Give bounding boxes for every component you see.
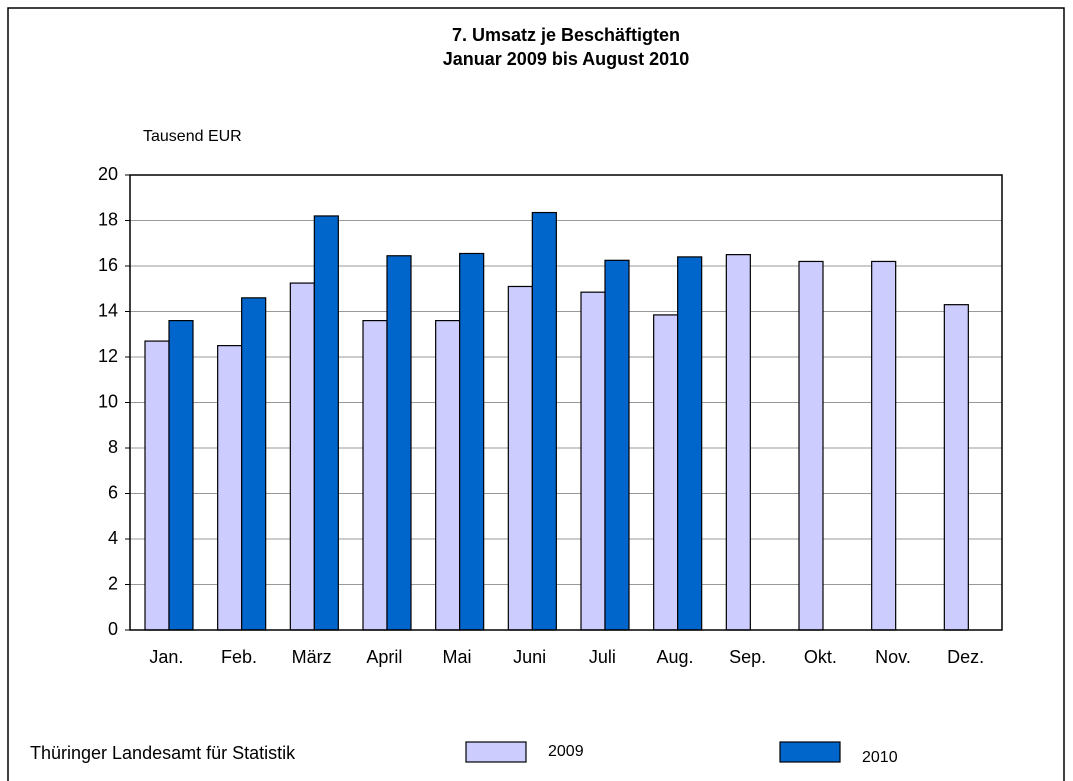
- bar: [580, 291, 606, 631]
- y-tick-label: 10: [98, 391, 118, 411]
- legend-label: 2010: [862, 749, 898, 766]
- y-tick-label: 18: [98, 209, 118, 229]
- x-tick-label: Feb.: [221, 647, 257, 667]
- legend-swatch: [465, 741, 527, 763]
- x-tick-label: Mai: [442, 647, 471, 667]
- y-tick-label: 14: [98, 300, 118, 320]
- bar: [241, 297, 267, 631]
- bar: [313, 215, 339, 631]
- bar: [604, 259, 630, 631]
- bar: [677, 256, 703, 631]
- bar: [507, 285, 533, 631]
- bar: [531, 211, 557, 631]
- plot-border: [129, 174, 1003, 631]
- y-tick-label: 6: [108, 482, 118, 502]
- legend-swatch: [779, 741, 841, 763]
- bar: [435, 320, 461, 631]
- bar: [871, 260, 897, 631]
- source: Thüringer Landesamt für Statistik: [30, 743, 296, 763]
- bar: [168, 320, 194, 631]
- bar: [362, 320, 388, 631]
- x-tick-label: Jan.: [149, 647, 183, 667]
- bar: [217, 345, 243, 631]
- bar: [289, 282, 315, 631]
- chart-title: 7. Umsatz je Beschäftigten: [452, 25, 680, 45]
- y-tick-label: 0: [108, 619, 118, 639]
- x-tick-label: April: [366, 647, 402, 667]
- y-tick-label: 20: [98, 164, 118, 184]
- x-tick-label: Juni: [513, 647, 546, 667]
- y-tick-label: 4: [108, 528, 118, 548]
- x-tick-label: Dez.: [947, 647, 984, 667]
- x-tick-label: März: [292, 647, 332, 667]
- y-tick-label: 16: [98, 255, 118, 275]
- legend-label: 2009: [548, 743, 584, 760]
- chart-subtitle: Januar 2009 bis August 2010: [443, 49, 689, 69]
- x-tick-label: Juli: [589, 647, 616, 667]
- y-tick-label: 2: [108, 573, 118, 593]
- x-tick-label: Sep.: [729, 647, 766, 667]
- bar: [386, 255, 412, 631]
- bar: [798, 260, 824, 631]
- x-tick-label: Nov.: [875, 647, 911, 667]
- x-tick-label: Aug.: [656, 647, 693, 667]
- bar: [725, 254, 751, 631]
- bar: [653, 314, 679, 631]
- bar: [943, 304, 969, 631]
- y-tick-label: 8: [108, 437, 118, 457]
- bar: [144, 340, 170, 631]
- x-tick-label: Okt.: [804, 647, 837, 667]
- y-tick-label: 12: [98, 346, 118, 366]
- y-axis-label: Tausend EUR: [143, 128, 242, 145]
- bar: [459, 252, 485, 631]
